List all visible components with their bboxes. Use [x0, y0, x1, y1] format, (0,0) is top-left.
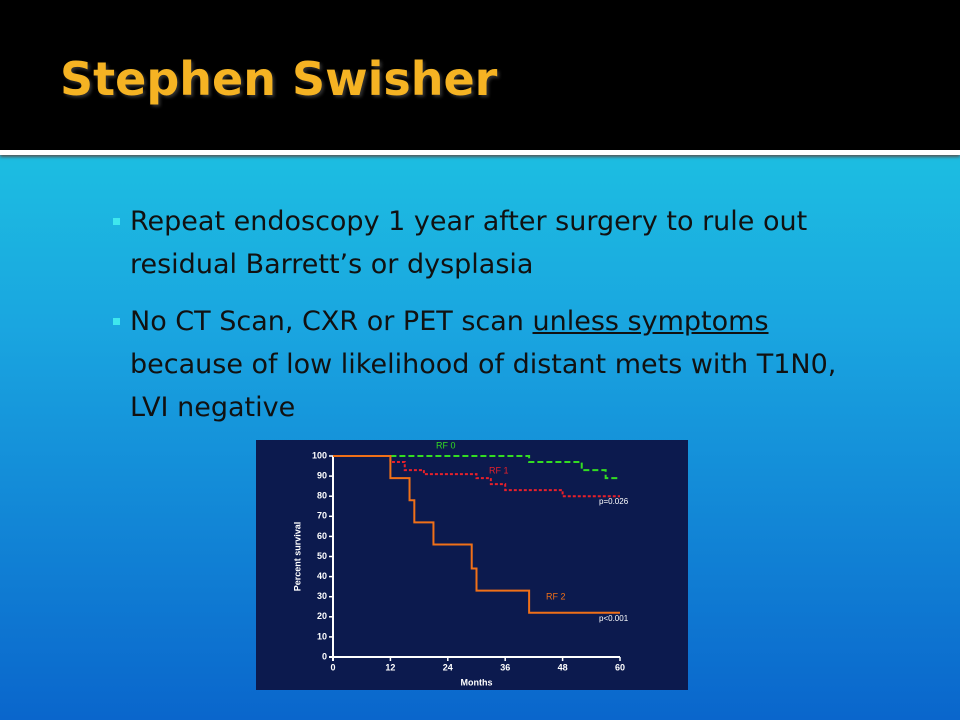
p-value: p<0.001: [599, 614, 629, 623]
y-tick-label: 100: [312, 450, 327, 460]
series-label: RF 2: [546, 591, 566, 601]
bullet: Repeat endoscopy 1 year after surgery to…: [113, 200, 870, 286]
y-tick-label: 30: [317, 591, 327, 601]
chart: 0 10 20 30 40 50 60 70 80 90 100 0 12 24 36 48 60 Months P…: [256, 440, 688, 690]
header-bar: Stephen Swisher: [0, 0, 960, 155]
survival-curve: [333, 455, 620, 614]
p-value: p=0.026: [599, 497, 629, 506]
x-tick-label: 0: [330, 662, 335, 672]
y-axis-label: Percent survival: [292, 522, 302, 592]
x-tick-label: 48: [558, 662, 568, 672]
underlined-text: unless symptoms: [532, 306, 769, 337]
x-tick-label: 24: [443, 662, 453, 672]
x-tick-label: 60: [615, 662, 625, 672]
y-tick-label: 80: [317, 491, 327, 501]
survival-curve: [390, 455, 620, 480]
series-label: RF 1: [489, 465, 509, 475]
x-axis-label: Months: [461, 677, 493, 687]
y-tick-label: 50: [317, 551, 327, 561]
x-tick-label: 12: [385, 662, 395, 672]
y-tick-label: 60: [317, 531, 327, 541]
text: because of low likelihood of distant met…: [130, 349, 837, 423]
y-tick-label: 10: [317, 631, 327, 641]
y-tick-label: 20: [317, 611, 327, 621]
title: Stephen Swisher: [60, 52, 498, 106]
x-tick-label: 36: [500, 662, 510, 672]
y-tick-label: 0: [322, 651, 327, 661]
y-tick-label: 90: [317, 470, 327, 480]
survival-curve: [333, 455, 620, 498]
y-tick-label: 70: [317, 511, 327, 521]
text: No CT Scan, CXR or PET scan: [130, 306, 533, 337]
y-tick-label: 40: [317, 571, 327, 581]
bullet-list: Repeat endoscopy 1 year after surgery to…: [113, 200, 870, 443]
bullet: No CT Scan, CXR or PET scan unless sympt…: [113, 300, 870, 429]
series-label: RF 0: [436, 440, 456, 450]
